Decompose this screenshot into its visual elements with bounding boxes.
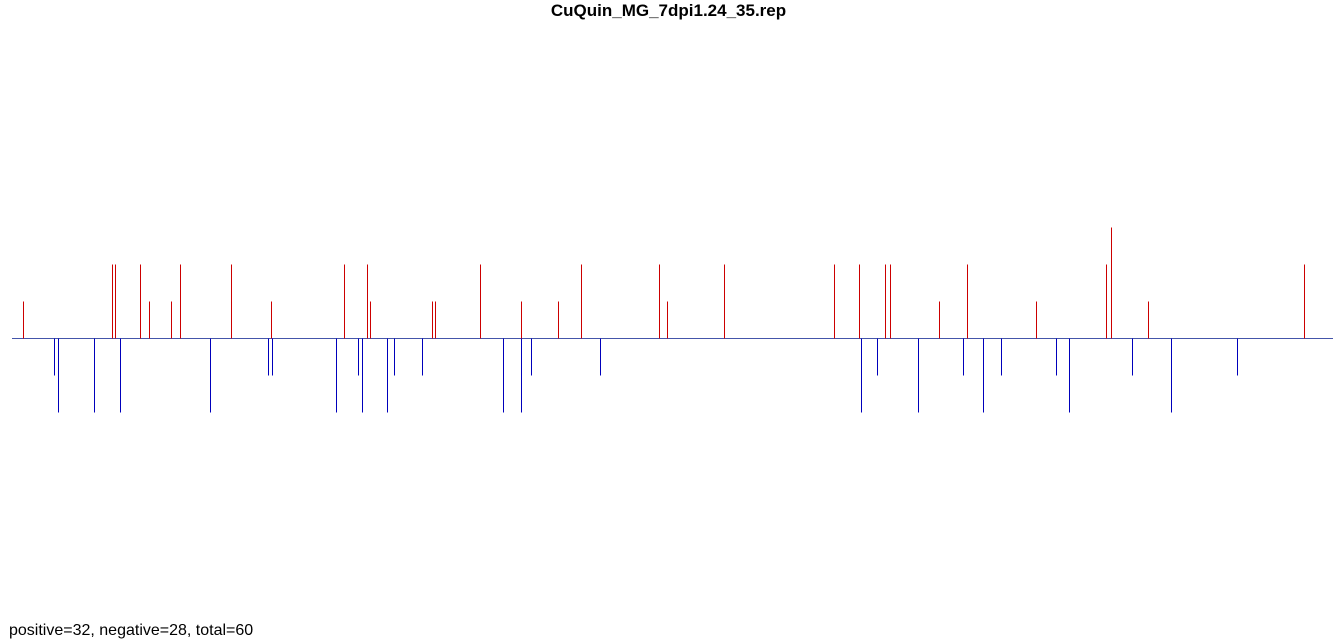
summary-text: positive=32, negative=28, total=60	[9, 622, 254, 639]
chart-title: CuQuin_MG_7dpi1.24_35.rep	[550, 1, 787, 20]
negative-bars	[54, 338, 1238, 413]
positive-bars	[23, 227, 1305, 339]
